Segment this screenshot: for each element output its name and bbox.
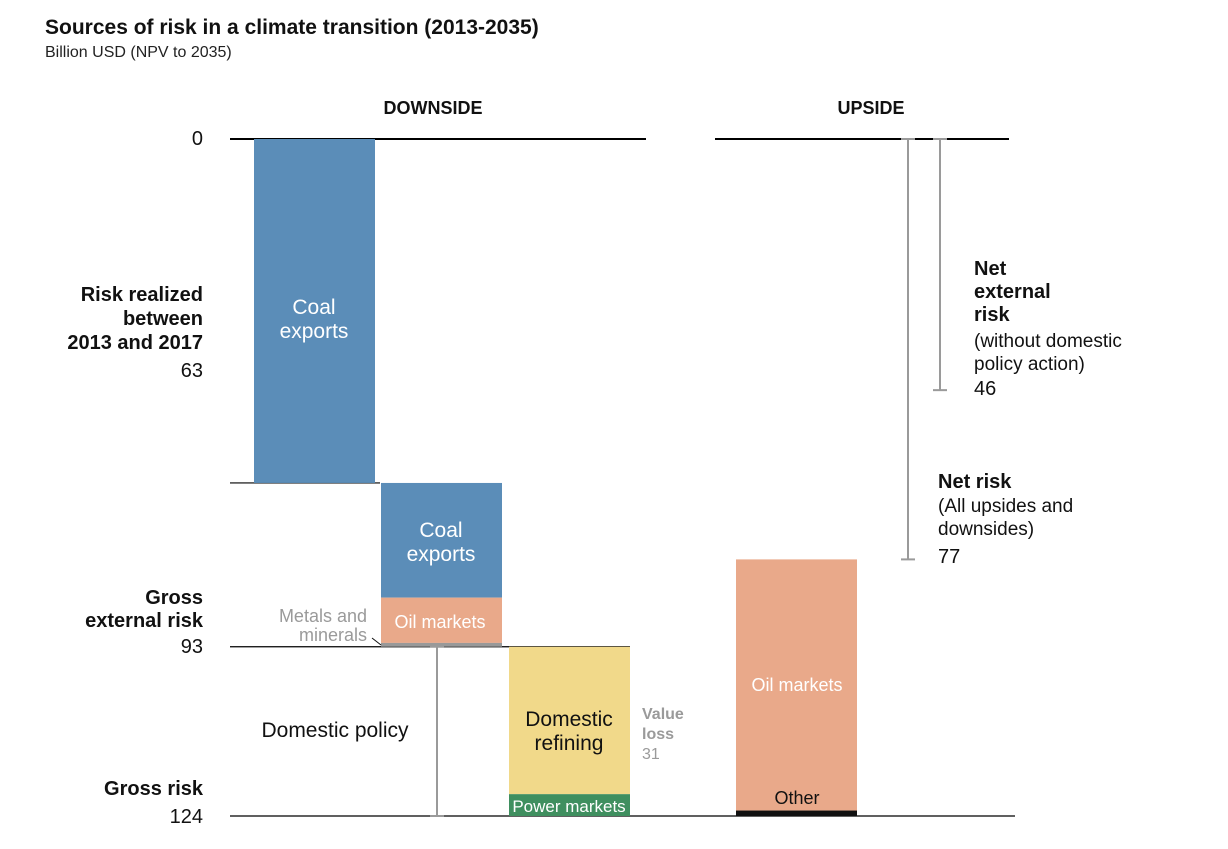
bar-coal-exports-future <box>381 482 502 598</box>
tick-label-gross-risk: 124 <box>170 806 203 828</box>
annotation-domestic-policy: Domestic policy <box>261 719 409 742</box>
annotation-value-loss-line-1: Value <box>642 706 684 723</box>
bar-label-other: Other <box>774 788 819 808</box>
level-label-risk-realized-line-3: 2013 and 2017 <box>67 332 203 354</box>
bar-other <box>736 810 857 816</box>
bar-oil-markets-downside <box>381 597 502 643</box>
bar-domestic-refining <box>509 646 630 795</box>
bar-metals-and-minerals <box>381 642 502 647</box>
annotation-net-risk-note-line-1: (All upsides and <box>938 496 1073 517</box>
bar-oil-markets-upside <box>736 559 857 811</box>
tick-label-zero: 0 <box>192 128 203 150</box>
metals-leader-line <box>371 637 382 646</box>
bar-coal-exports-realized <box>254 139 375 483</box>
level-label-gross-external-risk-line-2: external risk <box>85 610 204 632</box>
bar-label-coal-exports-future-line-1: Coal <box>419 519 462 542</box>
bar-label-coal-exports-realized-line-2: exports <box>280 320 349 343</box>
bar-label-oil-markets-downside: Oil markets <box>394 612 485 632</box>
tick-label-gross-external-risk: 93 <box>181 636 203 658</box>
bar-label-oil-markets-upside: Oil markets <box>751 675 842 695</box>
annotation-net-external-risk-note-line-2: policy action) <box>974 354 1085 375</box>
annotation-net-risk-line-1: Net risk <box>938 471 1012 493</box>
level-label-risk-realized-line-2: between <box>123 308 203 330</box>
annotation-net-risk-note-line-2: downsides) <box>938 519 1034 540</box>
annotation-net-external-risk-line-3: risk <box>974 304 1010 326</box>
bar-label-metals-and-minerals-line-2: minerals <box>299 625 367 645</box>
level-label-risk-realized-line-1: Risk realized <box>81 284 203 306</box>
level-label-gross-risk-line-1: Gross risk <box>104 778 204 800</box>
bar-label-metals-and-minerals-line-1: Metals and <box>279 606 367 626</box>
annotation-net-risk-value: 77 <box>938 546 960 568</box>
bar-label-power-markets: Power markets <box>512 797 625 816</box>
bar-label-coal-exports-future-line-2: exports <box>407 543 476 566</box>
panel-header-downside: DOWNSIDE <box>384 98 483 118</box>
chart-title: Sources of risk in a climate transition … <box>45 16 539 39</box>
annotation-value-loss-line-2: loss <box>642 726 674 743</box>
level-label-gross-external-risk-line-1: Gross <box>145 587 203 609</box>
annotation-value-loss-value: 31 <box>642 746 660 763</box>
chart-subtitle: Billion USD (NPV to 2035) <box>45 44 232 61</box>
bar-label-coal-exports-realized-line-1: Coal <box>292 296 335 319</box>
bar-label-domestic-refining-line-1: Domestic <box>525 708 613 731</box>
annotation-net-external-risk-line-1: Net <box>974 258 1007 280</box>
panel-header-upside: UPSIDE <box>837 98 904 118</box>
bar-label-domestic-refining-line-2: refining <box>535 732 604 755</box>
annotation-net-external-risk-line-2: external <box>974 281 1051 303</box>
annotation-net-external-risk-note-line-1: (without domestic <box>974 331 1122 352</box>
annotation-net-external-risk-value: 46 <box>974 378 996 400</box>
tick-label-risk-realized: 63 <box>181 360 203 382</box>
bar-power-markets <box>509 794 630 816</box>
